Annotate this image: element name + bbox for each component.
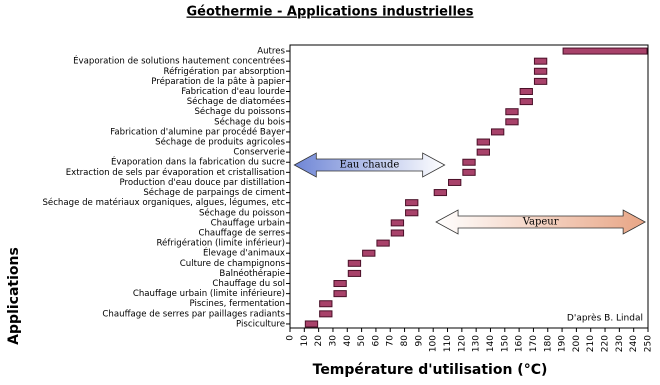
bar: [347, 259, 362, 267]
bar: [319, 300, 333, 308]
x-tick-label: 160: [515, 335, 525, 352]
x-tick-label: 30: [328, 335, 338, 347]
x-tick-label: 250: [644, 335, 654, 352]
y-tick-label: Séchage de produits agricoles: [155, 137, 285, 148]
y-tick-label: Évaporation de solutions hautement conce…: [73, 55, 285, 67]
y-tick-label: Chauffage du sol: [212, 279, 285, 289]
credit: D'après B. Lindal: [567, 313, 643, 324]
y-tick-label: Séchage de parpaings de ciment: [143, 187, 285, 198]
x-tick-label: 50: [357, 335, 367, 347]
bar: [533, 57, 548, 65]
bar: [462, 168, 476, 176]
x-tick-label: 10: [300, 335, 310, 347]
x-tick-label: 210: [586, 335, 596, 352]
y-tick-label: Production d'eau douce par distillation: [120, 178, 285, 188]
y-tick-label: Séchage du poisson: [199, 207, 285, 218]
bar: [405, 209, 419, 217]
y-tick-label: Séchage de matériaux organiques, algues,…: [42, 197, 285, 208]
y-tick-label: Chauffage de serres: [198, 228, 285, 238]
y-tick-label: Chauffage de serres par paillages radian…: [102, 309, 285, 319]
bar: [390, 219, 405, 227]
y-tick-label: Réfrigération (limite inférieur): [156, 238, 285, 249]
range-arrow: [435, 209, 646, 235]
bar: [533, 77, 548, 85]
arrow-label: Vapeur: [522, 217, 559, 228]
y-tick-label: Séchage du bois: [214, 116, 285, 127]
y-tick-label: Extraction de sels par évaporation et cr…: [66, 167, 285, 178]
x-tick-label: 120: [457, 335, 467, 352]
x-tick-label: 100: [429, 335, 439, 352]
x-tick-label: 130: [472, 335, 482, 352]
y-tick-label: Culture de champignons: [180, 259, 286, 269]
bar: [433, 189, 448, 197]
bar: [333, 290, 347, 298]
x-tick-label: 0: [286, 335, 296, 341]
y-tick-label: Pisciculture: [236, 319, 285, 329]
y-tick-label: Fabrication d'eau lourde: [181, 87, 285, 97]
bar: [490, 128, 505, 136]
y-tick-label: Piscines, fermentation: [189, 299, 285, 309]
y-tick-label: Autres: [257, 47, 285, 57]
y-tick-label: Préparation de la pâte à papier: [151, 76, 285, 87]
x-tick-label: 190: [558, 335, 568, 352]
x-tick-label: 170: [529, 335, 539, 352]
bar: [462, 158, 476, 166]
plot-frame: [289, 44, 649, 329]
bar: [476, 138, 490, 146]
x-tick-label: 20: [314, 335, 324, 347]
x-tick-label: 150: [500, 335, 510, 352]
bar: [505, 118, 519, 126]
x-tick-label: 80: [400, 335, 410, 347]
bar: [376, 239, 390, 247]
x-tick-label: 40: [343, 335, 353, 347]
bar: [362, 249, 376, 257]
arrow-label: Eau chaude: [340, 160, 400, 171]
chart-title: Géothermie - Applications industrielles: [187, 5, 474, 20]
y-tick-label: Séchage de diatomées: [187, 96, 286, 107]
x-tick-label: 240: [629, 335, 639, 352]
x-tick-label: 180: [543, 335, 553, 352]
bar: [476, 148, 490, 156]
x-axis-title: Température d'utilisation (°C): [313, 362, 548, 378]
y-tick-label: Séchage du poissons: [194, 106, 285, 117]
bar: [405, 199, 419, 207]
bar: [390, 229, 405, 237]
y-tick-label: Conserverie: [233, 148, 285, 158]
bar: [448, 178, 462, 186]
y-tick-label: Balnéothérapie: [219, 268, 285, 279]
y-tick-label: Chauffage urbain (limite inférieure): [133, 288, 285, 299]
bar: [519, 87, 533, 95]
y-tick-label: Chauffage urbain: [211, 218, 285, 228]
bar: [505, 108, 519, 116]
range-arrow: [293, 152, 446, 178]
x-tick-label: 230: [615, 335, 625, 352]
bar: [304, 320, 319, 328]
x-tick-label: 140: [486, 335, 496, 352]
x-tick-label: 110: [443, 335, 453, 352]
y-tick-label: Fabrication d'alumine par procédé Bayer: [110, 126, 285, 137]
x-tick-label: 90: [414, 335, 424, 347]
x-tick-label: 200: [572, 335, 582, 352]
x-tick-label: 220: [601, 335, 611, 352]
bar: [333, 280, 347, 288]
y-tick-label: Élevage d'animaux: [203, 247, 285, 259]
bar: [533, 67, 548, 75]
y-tick-label: Évaporation dans la fabrication du sucre: [111, 156, 285, 168]
bar: [519, 98, 533, 106]
y-tick-label: Réfrigération par absorption: [164, 66, 285, 77]
x-tick-label: 60: [371, 335, 381, 347]
y-axis-title: Applications: [6, 247, 22, 345]
bar: [347, 269, 362, 277]
x-tick-label: 70: [386, 335, 396, 347]
bar: [319, 310, 333, 318]
bar: [562, 47, 648, 55]
